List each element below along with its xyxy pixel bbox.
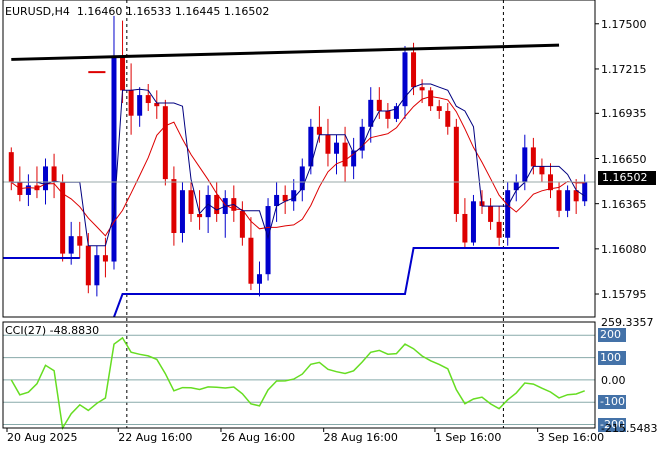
- current-price-badge: 1.16502: [598, 171, 656, 185]
- candle-bear: [316, 126, 322, 135]
- cci-tick-label: -200: [598, 417, 626, 432]
- candle-bull: [137, 95, 143, 116]
- cci-line: [10, 336, 585, 431]
- symbol-timeframe: EURUSD,H4: [5, 5, 70, 18]
- candle-bull: [43, 166, 49, 191]
- candle-bear: [197, 213, 203, 218]
- candle-bull: [393, 106, 399, 119]
- candle-bear: [8, 152, 14, 183]
- candle-bear: [411, 52, 417, 88]
- time-tick-label: 1 Sep 16:00: [434, 431, 502, 444]
- candle-bear: [248, 237, 254, 284]
- chart-header: EURUSD,H4 1.16460 1.16533 1.16445 1.1650…: [5, 5, 269, 18]
- candle-bear: [436, 106, 442, 111]
- candle-bear: [453, 126, 459, 214]
- candle-bull: [565, 190, 571, 211]
- candle-bull: [582, 182, 588, 202]
- cci-tick-label: 259.3357: [601, 316, 654, 329]
- time-tick-label: 3 Sep 16:00: [537, 431, 605, 444]
- candle-bull: [179, 190, 185, 233]
- candle-bear: [77, 236, 83, 246]
- candle-bull: [299, 166, 305, 191]
- candle-bear: [385, 110, 391, 119]
- candle-bear: [282, 194, 288, 202]
- candle-bear: [85, 245, 91, 286]
- price-tick-label: 1.16080: [601, 242, 647, 256]
- candle-bear: [530, 147, 536, 167]
- candle-bull: [359, 126, 365, 151]
- candle-bear: [462, 213, 468, 243]
- support-line-2: [113, 247, 560, 318]
- candle-bull: [68, 236, 74, 254]
- time-tick-label: 26 Aug 16:00: [220, 431, 296, 444]
- candle-bear: [171, 179, 177, 233]
- trend-line: [11, 43, 560, 61]
- candle-bull: [111, 55, 117, 262]
- candle-bull: [265, 206, 271, 275]
- price-tick-label: 1.16365: [601, 197, 647, 211]
- price-grid: [126, 0, 504, 428]
- candle-bear: [573, 190, 579, 202]
- ma-fast-line: [11, 95, 585, 237]
- candle-bear: [488, 206, 494, 222]
- candle-bear: [342, 142, 348, 167]
- candle-bull: [205, 194, 211, 218]
- cci-tick-label: 200: [598, 328, 626, 343]
- time-tick-label: 28 Aug 16:00: [323, 431, 398, 444]
- candle-bull: [274, 194, 280, 207]
- candle-bull: [291, 190, 297, 202]
- candle-bull: [94, 255, 100, 286]
- ohlc-values: 1.16460 1.16533 1.16445 1.16502: [76, 5, 270, 18]
- ma-slow-line: [11, 83, 585, 247]
- candle-bull: [470, 201, 476, 243]
- cci-title: CCI(27) -48.8830: [5, 324, 100, 337]
- candle-bear: [496, 221, 502, 238]
- candle-bull: [402, 52, 408, 107]
- cci-tick-label: 100: [598, 350, 626, 365]
- candle-bear: [145, 95, 151, 104]
- candle-bear: [51, 166, 57, 183]
- price-tick-label: 1.15795: [601, 288, 647, 302]
- candle-bull: [25, 185, 31, 195]
- candle-bear: [214, 194, 220, 214]
- cci-tick-label: -215.5483: [601, 422, 658, 435]
- candle-bear: [445, 110, 451, 127]
- candle-bear: [556, 190, 562, 211]
- time-tick-label: 22 Aug 16:00: [118, 431, 193, 444]
- candle-bear: [539, 166, 545, 175]
- candle-bear: [419, 87, 425, 91]
- candle-bear: [128, 90, 134, 116]
- cci-panel-border: [2, 321, 596, 429]
- price-tick-label: 1.16650: [601, 152, 647, 166]
- candle-bear: [154, 103, 160, 107]
- candle-bull: [522, 147, 528, 183]
- candle-bull: [334, 142, 340, 154]
- candle-bull: [351, 150, 357, 167]
- price-tick-label: 1.16935: [601, 107, 647, 121]
- cci-tick-label: -100: [598, 395, 626, 410]
- candle-bear: [102, 255, 108, 262]
- cci-tick-label: 0.00: [601, 373, 626, 387]
- candle-bull: [513, 182, 519, 191]
- chart-frame: [2, 0, 599, 432]
- time-tick-label: 20 Aug 2025: [7, 431, 78, 444]
- candle-bear: [162, 106, 168, 180]
- candle-bull: [308, 126, 314, 167]
- candle-bear: [325, 134, 331, 154]
- candle-bull: [256, 274, 262, 284]
- candle-bear: [188, 190, 194, 214]
- indicator-overlays: [3, 43, 595, 318]
- candle-bear: [120, 55, 126, 91]
- price-tick-label: 1.17500: [601, 17, 647, 31]
- candle-bull: [505, 190, 511, 238]
- cci-panel: [3, 334, 595, 431]
- candle-bull: [368, 99, 374, 127]
- price-tick-label: 1.17215: [601, 62, 647, 76]
- candle-bear: [60, 182, 66, 254]
- candle-bear: [376, 99, 382, 111]
- candle-bear: [239, 210, 245, 238]
- candles-layer: [8, 15, 588, 297]
- candle-bear: [428, 90, 434, 107]
